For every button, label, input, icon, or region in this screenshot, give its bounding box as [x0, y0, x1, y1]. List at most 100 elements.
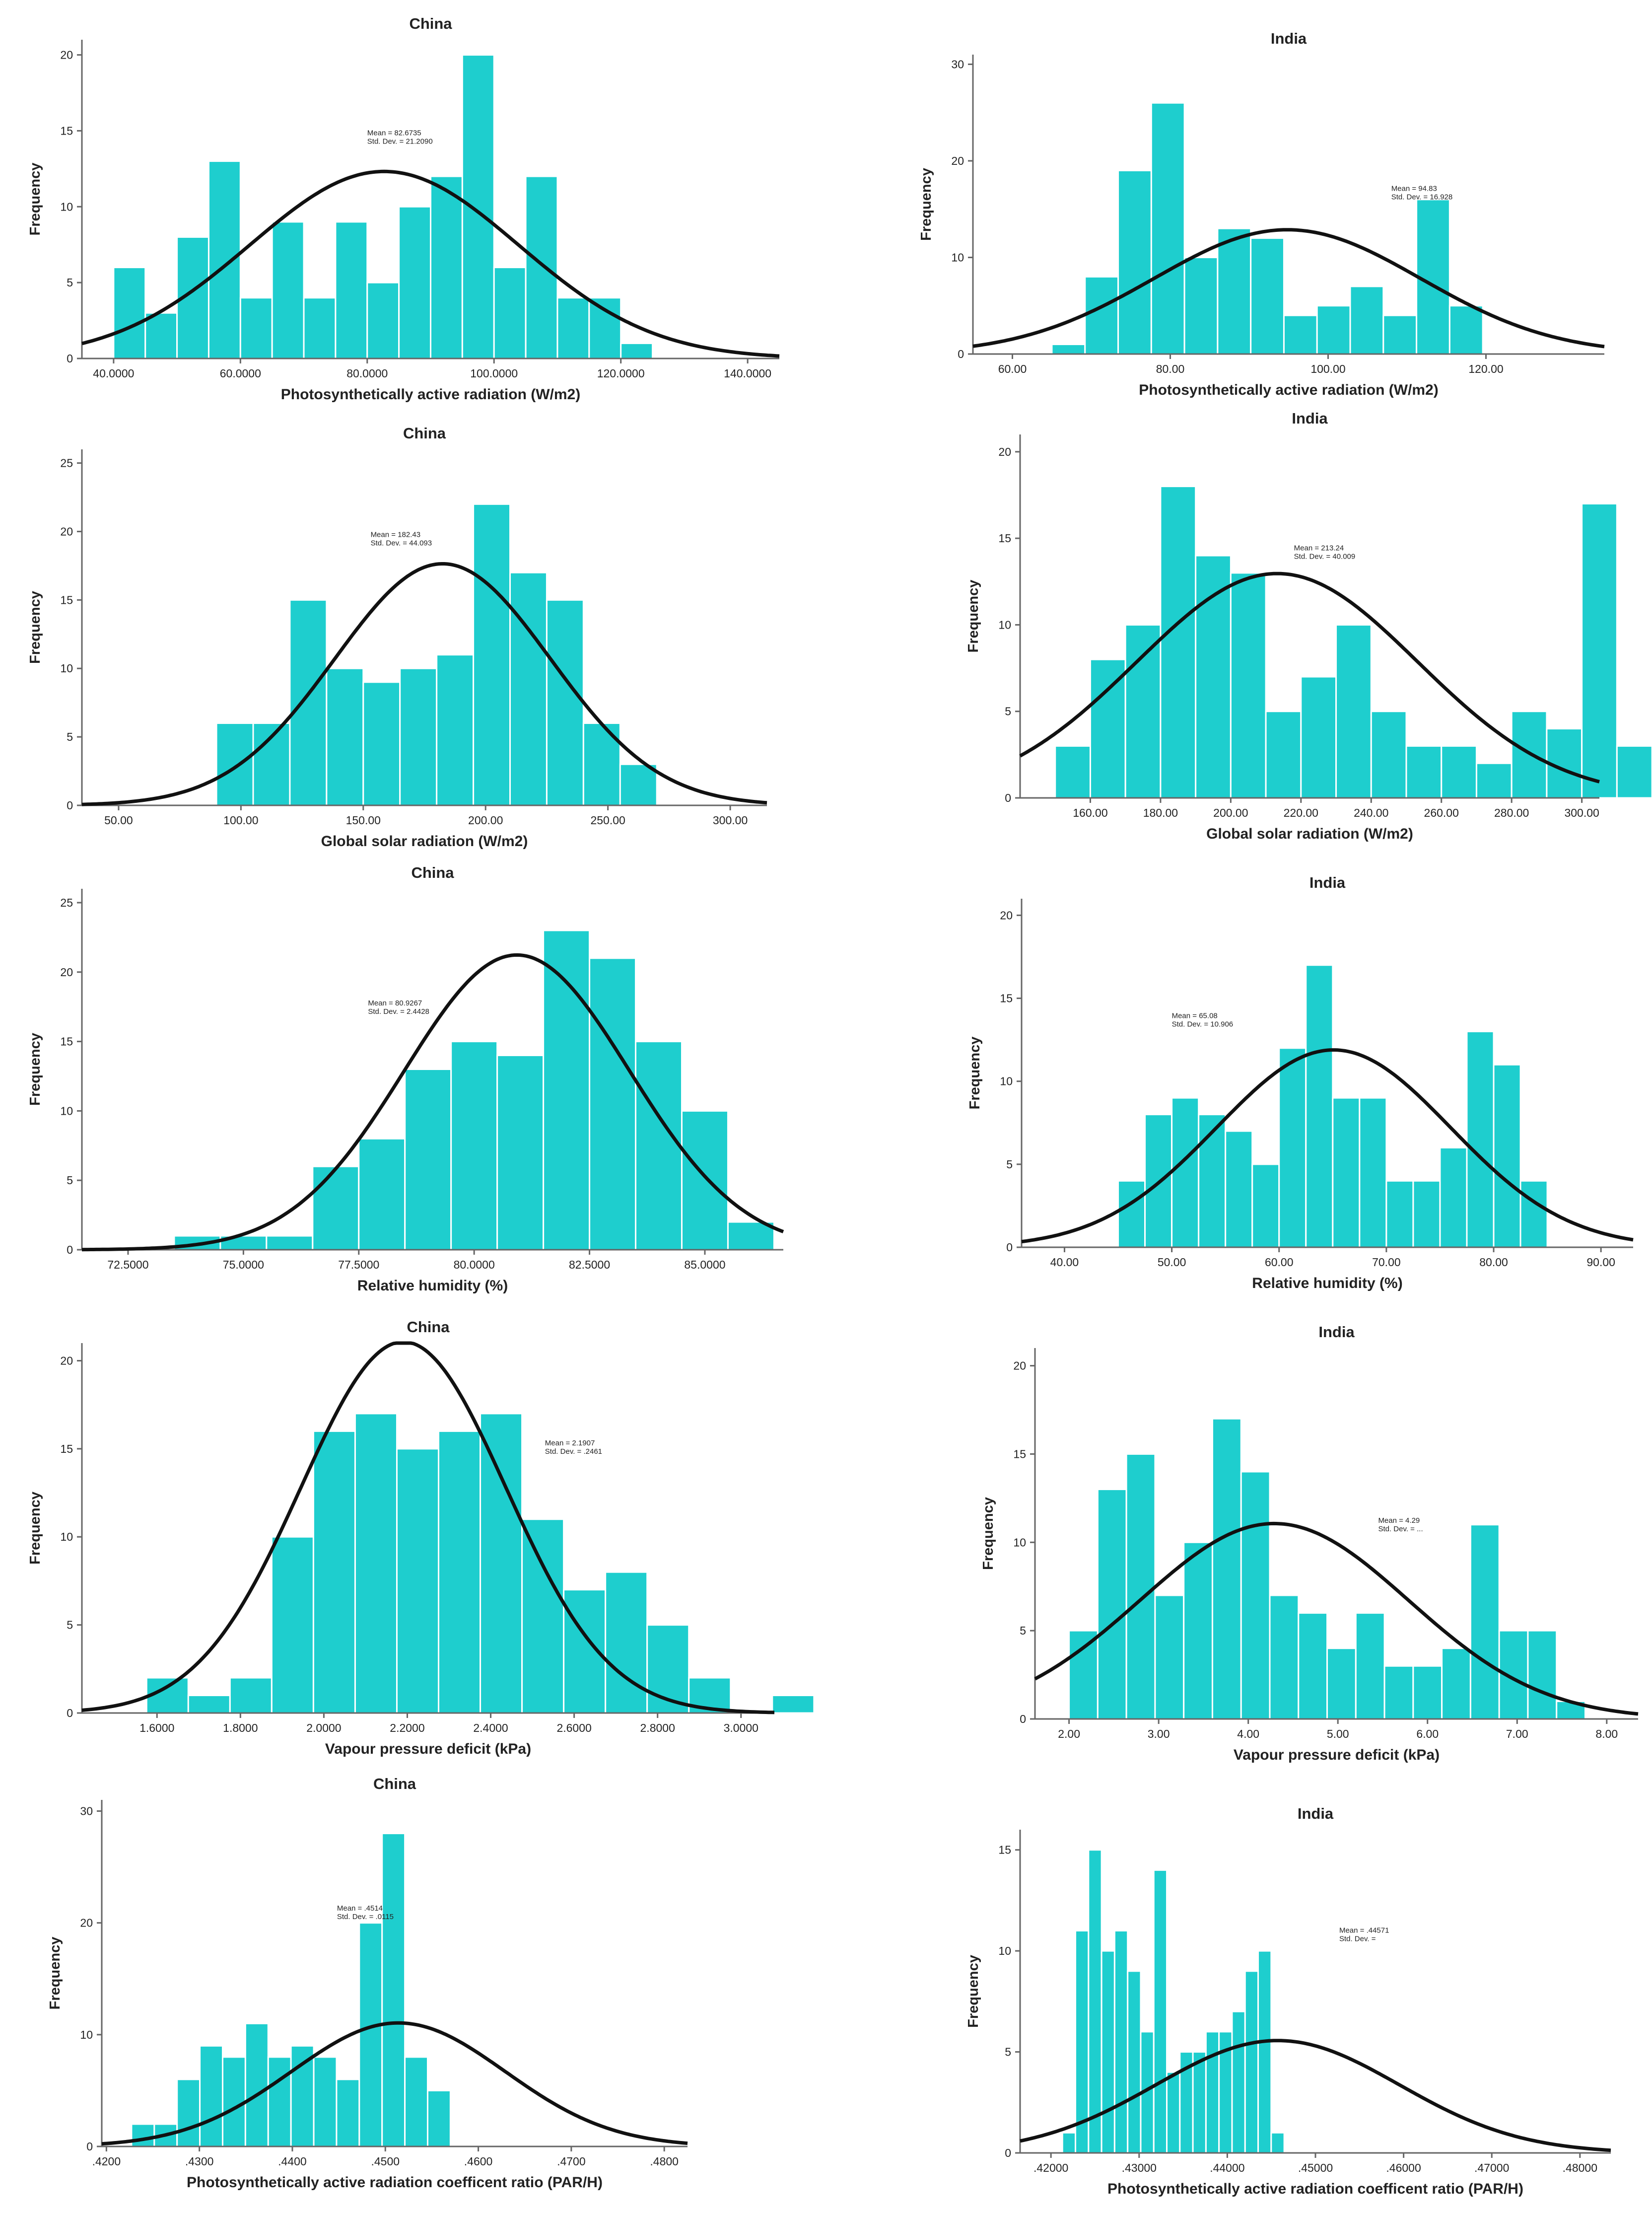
- x-tick-label: 80.0000: [346, 367, 388, 380]
- histogram-bar: [244, 2022, 269, 2147]
- histogram-bar: [187, 1695, 231, 1714]
- x-tick-label: 160.00: [1073, 806, 1107, 819]
- normal-curve: [1021, 1048, 1634, 1244]
- y-axis-title: Frequency: [27, 1033, 43, 1106]
- x-tick-label: 240.00: [1354, 806, 1388, 819]
- stats-annotation: Mean = 4.29 Std. Dev. = ...: [1378, 1516, 1423, 1533]
- histogram-bar: [358, 1138, 406, 1251]
- std-dev-label: Std. Dev. = 16.928: [1391, 193, 1453, 201]
- std-dev-label: Std. Dev. = 10.906: [1172, 1020, 1234, 1029]
- y-tick-label: 0: [86, 2140, 93, 2153]
- y-tick-label: 5: [1020, 1624, 1026, 1637]
- histogram-bar: [509, 571, 548, 806]
- chart-china-rh: 0 5 10 15 20 25 72.5000 75.0000 77.5000 80.0000 82…: [27, 864, 784, 1294]
- x-tick-label: .4600: [464, 2155, 493, 2168]
- histogram-bar: [358, 1922, 383, 2147]
- stats-annotation: Mean = .44571 Std. Dev. =: [1339, 1927, 1389, 1943]
- histogram-bar: [1054, 745, 1091, 799]
- histogram-bar: [681, 1110, 729, 1251]
- histogram-bar: [480, 1413, 523, 1714]
- histogram-bar: [396, 1448, 440, 1714]
- x-axis-title: Photosynthetically active radiation coef…: [1107, 2181, 1523, 2197]
- chart-title: India: [1298, 1805, 1334, 1822]
- x-tick-label: 120.0000: [597, 367, 645, 380]
- mean-label: Mean = 182.43: [371, 530, 421, 539]
- y-tick-label: 0: [1005, 2146, 1011, 2159]
- std-dev-label: Std. Dev. = .2461: [545, 1447, 602, 1456]
- y-axis-title: Frequency: [47, 1937, 63, 2010]
- histogram-bar: [1244, 1970, 1259, 2154]
- y-tick-label: 25: [60, 896, 73, 909]
- histogram-bar: [312, 1430, 356, 1714]
- histogram-bar: [1061, 2132, 1077, 2154]
- chart-china-vpd: 0 5 10 15 20 1.6000 1.8000 2.0000 2.2000 2.4000 2.…: [27, 1318, 815, 1757]
- x-tick-label: 82.5000: [569, 1258, 610, 1271]
- x-tick-label: .45000: [1298, 2161, 1333, 2174]
- histogram-bar: [1113, 1929, 1129, 2154]
- chart-india-ratio: 0 5 10 15 .42000 .43000 .44000 .45000 .46000 .470…: [965, 1805, 1611, 2197]
- y-tick-label: 5: [67, 1619, 73, 1632]
- chart-india-gsr: 0 5 10 15 20 160.00 180.00 200.00 220.00 240.00 26…: [965, 410, 1652, 842]
- histogram-bar: [1153, 1869, 1168, 2154]
- histogram-bar: [426, 2089, 451, 2147]
- x-tick-label: 60.00: [1265, 1256, 1294, 1269]
- histogram-bar: [1251, 1163, 1280, 1248]
- histogram-bar: [290, 2045, 315, 2147]
- histogram-bar: [271, 221, 305, 359]
- y-tick-label: 15: [1013, 1447, 1026, 1460]
- normal-curve: [101, 2021, 688, 2146]
- y-tick-label: 10: [1013, 1536, 1026, 1549]
- histogram-bar: [1385, 1180, 1414, 1248]
- x-tick-label: 90.00: [1586, 1256, 1615, 1269]
- std-dev-label: Std. Dev. = 21.2090: [367, 138, 433, 146]
- histogram-bar: [1225, 1130, 1253, 1248]
- y-tick-label: 0: [1005, 791, 1011, 804]
- histogram-bar: [176, 2078, 201, 2147]
- x-tick-label: .4700: [557, 2155, 586, 2168]
- x-tick-label: 7.00: [1506, 1727, 1528, 1740]
- histogram-bar: [543, 929, 591, 1251]
- x-tick-label: 2.0000: [306, 1721, 341, 1734]
- x-tick-label: 100.00: [223, 814, 258, 827]
- histogram-bar: [589, 957, 637, 1251]
- histogram-bar: [546, 599, 584, 806]
- histogram-bar: [1416, 199, 1450, 355]
- x-tick-label: .47000: [1474, 2161, 1509, 2174]
- histogram-bar: [1519, 1180, 1548, 1248]
- histogram-bar: [556, 297, 590, 359]
- x-axis-title: Relative humidity (%): [357, 1278, 508, 1294]
- histogram-bar: [430, 175, 463, 359]
- x-tick-label: .4400: [278, 2155, 307, 2168]
- y-tick-label: 20: [60, 525, 73, 538]
- chart-title: China: [407, 1318, 450, 1336]
- y-tick-label: 5: [67, 1174, 73, 1187]
- histogram-bar: [588, 297, 622, 359]
- histogram-bar: [1150, 102, 1185, 355]
- x-tick-label: 120.00: [1468, 362, 1503, 375]
- histogram-bar: [366, 282, 400, 359]
- x-axis-title: Vapour pressure deficit (kPa): [325, 1741, 531, 1757]
- histogram-bar: [436, 654, 475, 806]
- mean-label: Mean = .44571: [1339, 1927, 1389, 1935]
- histogram-bar: [398, 206, 431, 359]
- histogram-bar: [1195, 555, 1232, 799]
- histogram-bar: [496, 1055, 545, 1251]
- x-tick-label: 2.00: [1058, 1727, 1080, 1740]
- histogram-bar: [1084, 276, 1119, 355]
- histogram-bar: [619, 763, 658, 806]
- x-tick-label: 40.0000: [93, 367, 134, 380]
- histogram-bar: [381, 1833, 406, 2147]
- x-tick-label: .43000: [1122, 2161, 1157, 2174]
- histogram-bar: [1326, 1647, 1357, 1720]
- y-axis-title: Frequency: [967, 1037, 983, 1110]
- x-tick-label: 72.5000: [107, 1258, 148, 1271]
- y-tick-label: 15: [60, 124, 73, 137]
- std-dev-label: Std. Dev. = 44.093: [371, 539, 432, 547]
- x-axis-title: Photosynthetically active radiation (W/m…: [1139, 382, 1438, 398]
- x-tick-label: 280.00: [1494, 806, 1529, 819]
- y-tick-label: 20: [1013, 1359, 1026, 1372]
- chart-india-par: 0 10 20 30 60.00 80.00 100.00 120.00 Mean = 94.8…: [918, 30, 1605, 398]
- mean-label: Mean = 94.83: [1391, 184, 1437, 193]
- histogram-bar: [1240, 1471, 1271, 1720]
- x-tick-label: 70.00: [1372, 1256, 1401, 1269]
